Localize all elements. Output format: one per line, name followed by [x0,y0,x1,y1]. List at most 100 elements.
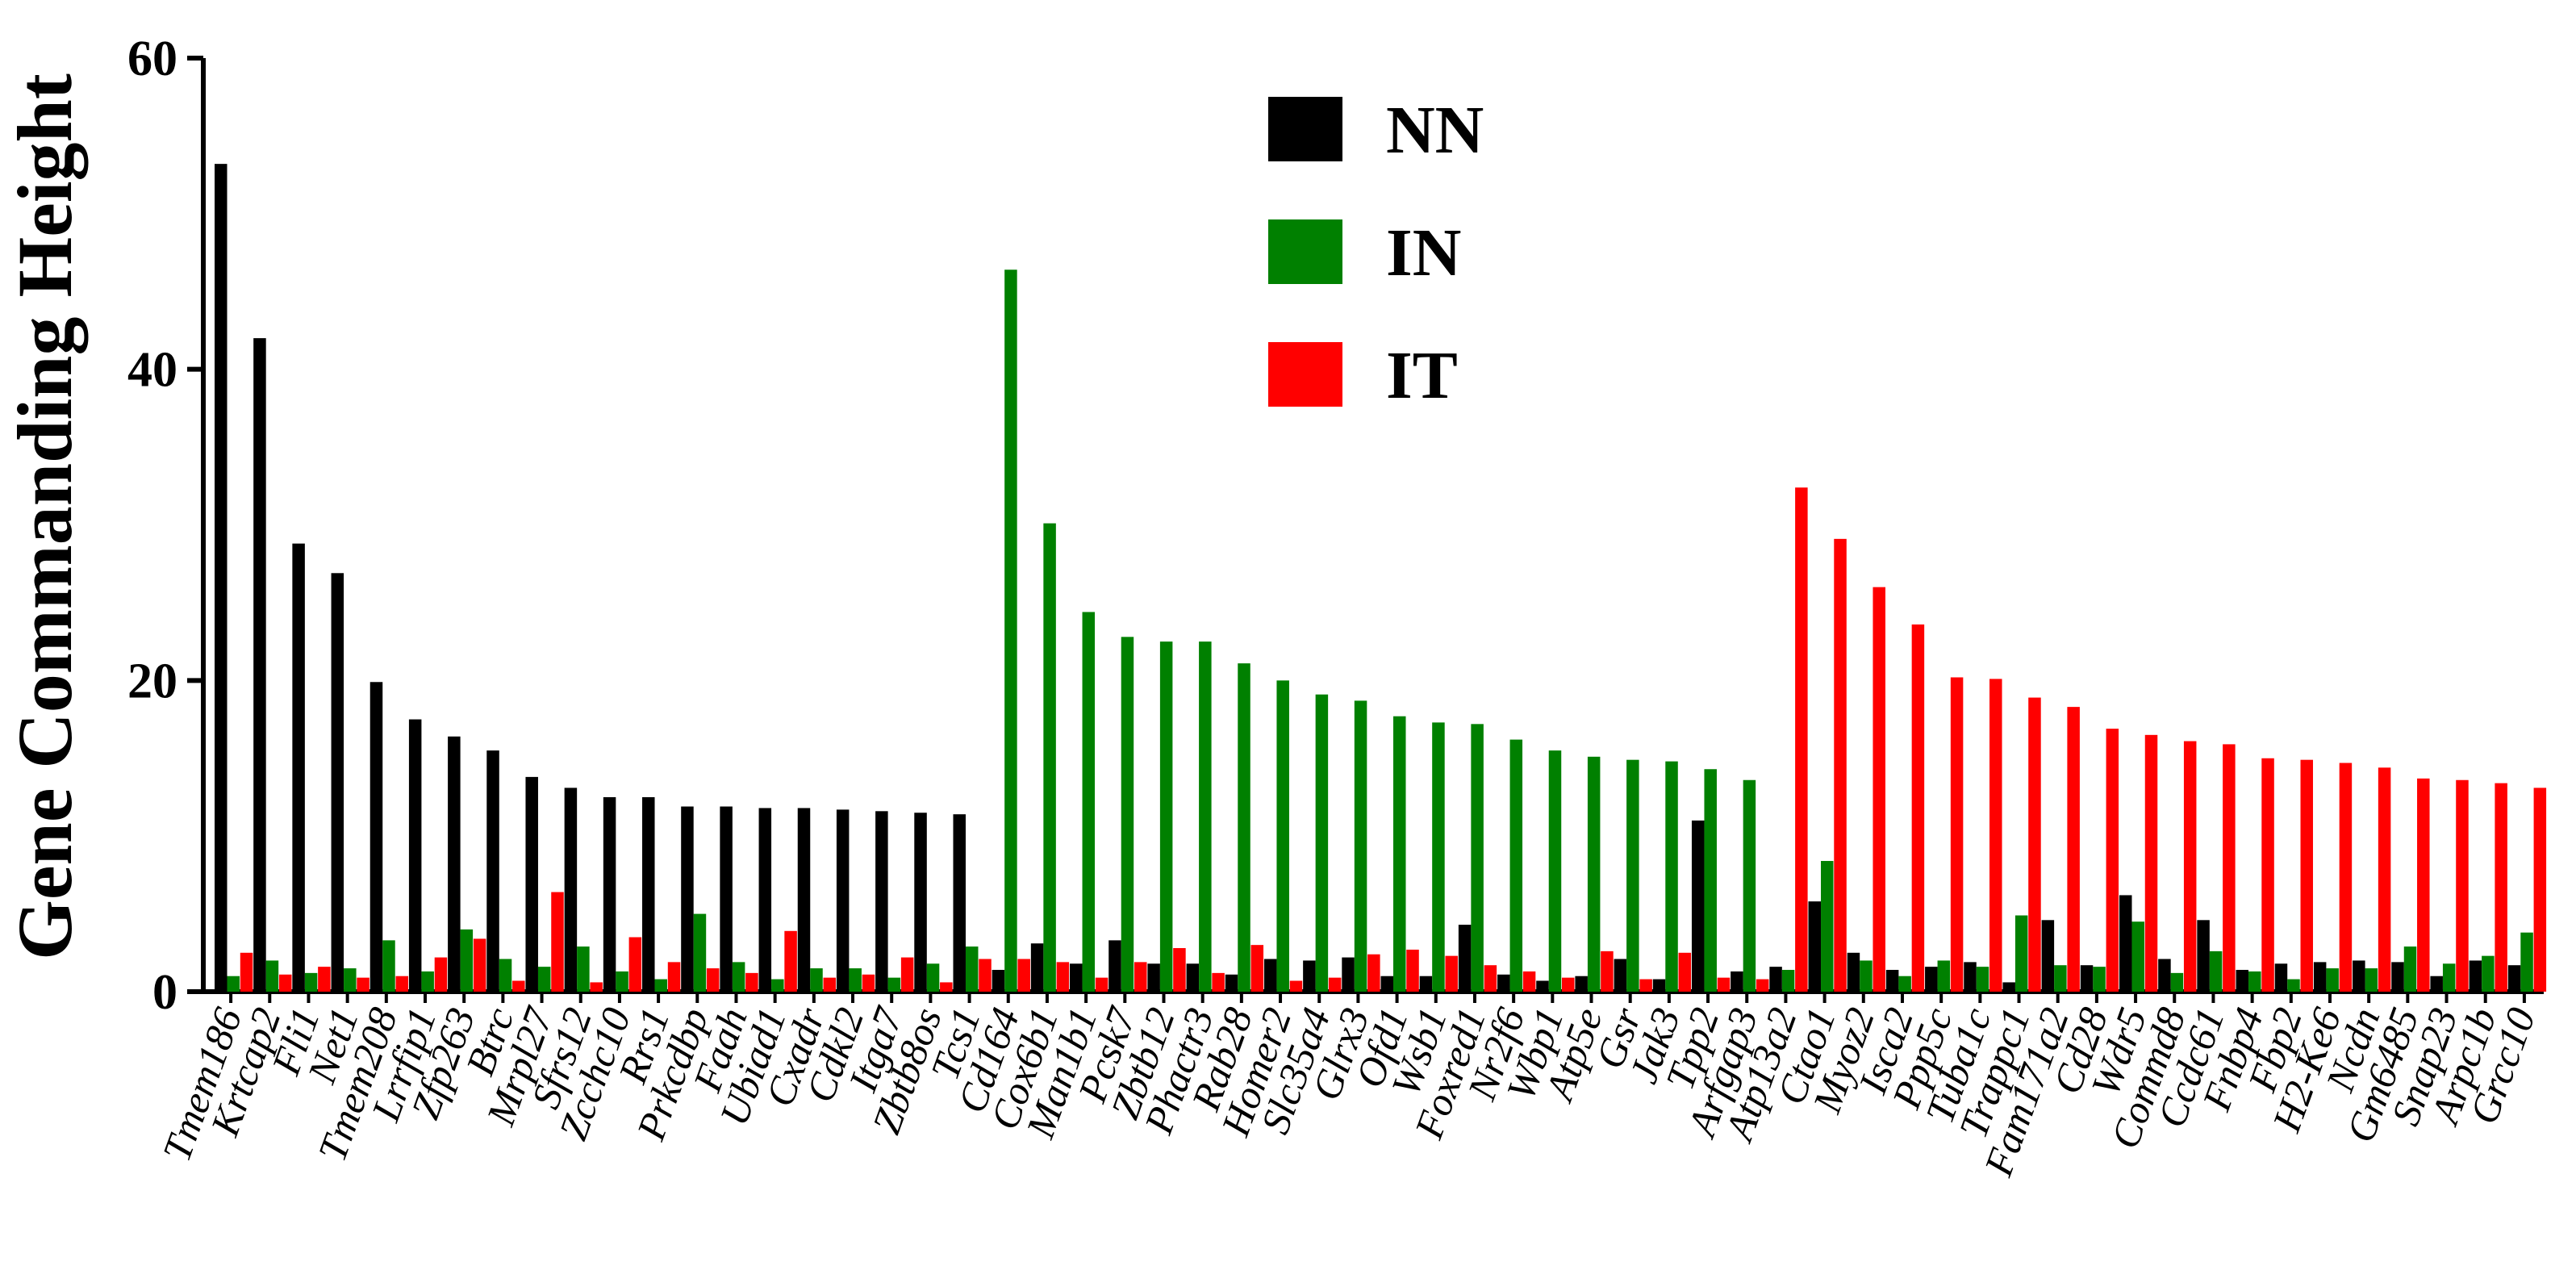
y-tick-label: 60 [127,31,177,86]
bar-in [1315,694,1329,992]
bar-it [318,967,331,992]
bar-it [2144,734,2158,992]
bar-it [1678,952,1692,992]
bar-in [2093,967,2106,992]
bar-it [2028,697,2041,992]
bar-it [1212,972,1225,992]
bar-in [693,913,707,992]
bar-in [1937,960,1951,992]
bar-it [395,976,409,992]
bar-nn [525,776,538,992]
bar-it [1367,954,1380,992]
bar-it [357,977,369,992]
bar-it [1639,979,1652,992]
bar-in [2248,971,2261,992]
bar-nn [1691,820,1705,992]
bar-it [512,980,525,992]
bar-it [706,968,720,992]
bar-in [1043,523,1056,992]
bar-it [2339,763,2353,992]
y-tick-label: 40 [127,343,177,398]
bar-nn [1885,970,1899,992]
bar-nn [1030,943,1044,992]
bar-nn [2119,895,2132,992]
bar-in [1082,612,1096,992]
bar-nn [681,806,694,992]
legend-swatch-it [1268,342,1342,407]
bar-in [1860,960,1873,992]
bar-in [1743,779,1756,992]
bar-in [1199,641,1212,992]
bar-in [2170,972,2184,992]
bar-it [1911,624,1925,992]
bar-it [1484,965,1497,992]
bar-in [1121,637,1134,992]
bar-it [2106,729,2119,992]
bar-in [2014,915,2028,992]
bar-it [1989,679,2002,992]
bar-nn [914,813,927,992]
bar-in [1626,759,1639,992]
bar-nn [1614,959,1627,992]
bar-nn [992,970,1005,992]
bar-nn [875,811,888,992]
bar-in [1393,716,1406,992]
bar-in [810,968,823,992]
y-tick-label: 20 [127,654,177,708]
bar-in [2365,968,2378,992]
bar-in [1587,756,1601,992]
bar-in [421,971,434,992]
bar-nn [1497,974,1510,992]
bar-in [1159,641,1173,992]
bar-it [1017,959,1030,992]
bar-it [1562,977,1575,992]
bar-in [2287,979,2300,992]
bar-nn [720,806,733,992]
bar-in [344,968,357,992]
bar-it [2223,744,2236,992]
bar-nn [1108,940,1121,992]
bar-nn [2274,963,2288,992]
bar-it [1173,948,1186,992]
bar-in [265,960,279,992]
bar-nn [642,796,655,992]
bar-in [616,971,628,992]
bar-in [1004,269,1017,992]
bar-nn [408,719,422,992]
bar-it [1250,945,1264,992]
bar-it [900,957,914,992]
bar-in [926,963,940,992]
bar-it [2417,778,2430,992]
bar-nn [2197,920,2210,992]
bar-nn [215,164,228,992]
bar-in [2209,951,2223,992]
legend-label-it: IT [1386,338,1458,413]
bar-nn [2158,959,2171,992]
bar-in [1665,761,1678,992]
bar-it [2378,767,2391,992]
bar-in [732,962,745,992]
bar-in [1276,680,1289,992]
bar-in [227,976,240,992]
bar-nn [1769,967,1782,992]
bar-it [2456,779,2469,992]
y-axis-label: Gene Commanding Height [2,73,88,960]
bar-nn [486,750,499,992]
bar-in [1238,663,1250,992]
bar-in [1704,769,1717,992]
bar-nn [2391,962,2404,992]
bar-nn [2236,970,2249,992]
bar-nn [1186,963,1200,992]
bar-it [745,972,758,992]
bar-nn [1731,971,1743,992]
bar-it [1134,962,1147,992]
bar-nn [369,682,383,992]
bar-in [2482,955,2495,992]
legend-swatch-nn [1268,97,1342,161]
bar-it [590,982,603,992]
bar-in [1354,700,1367,992]
bar-nn [253,338,266,992]
bar-it [1406,949,1419,992]
bar-nn [1303,960,1316,992]
bar-nn [1536,980,1549,992]
